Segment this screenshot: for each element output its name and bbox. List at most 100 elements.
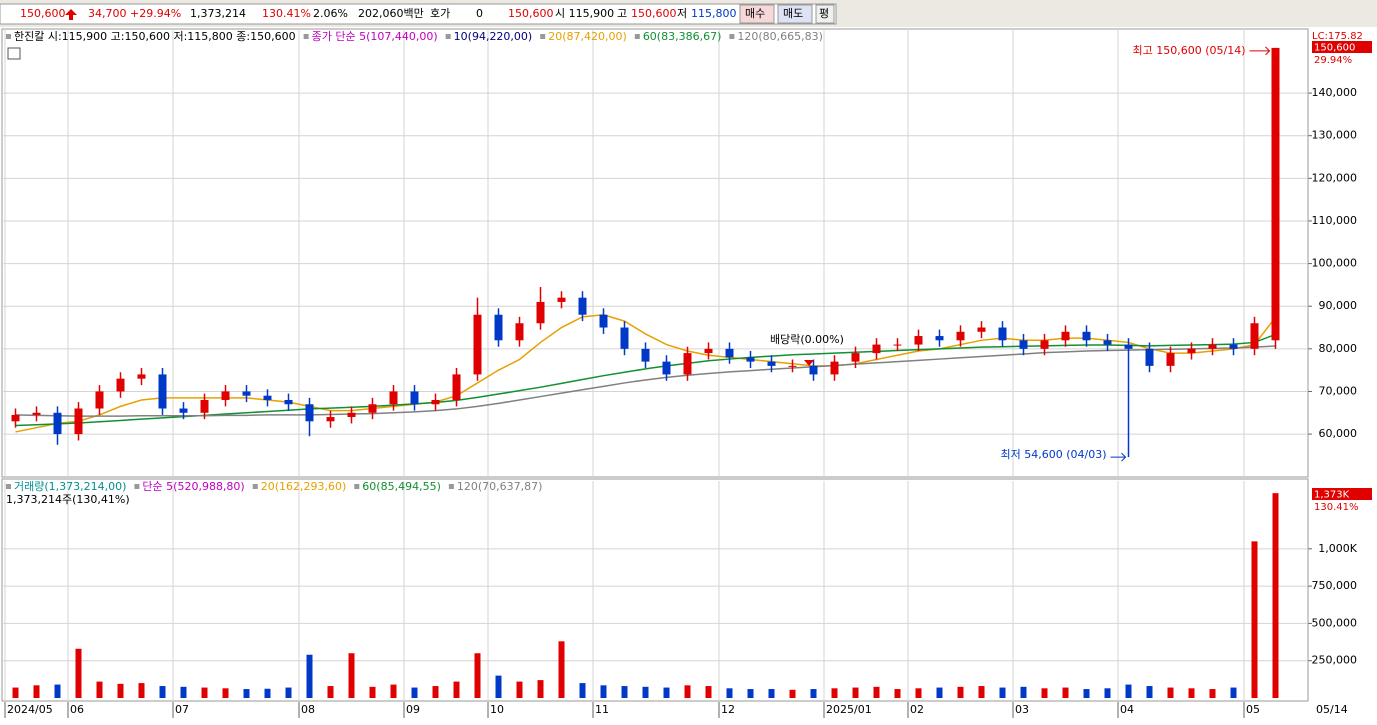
candle-body: [242, 391, 251, 396]
legend-entry: 60(85,494,55): [362, 480, 441, 493]
candle-body: [914, 336, 923, 345]
volume-bar: [999, 687, 1006, 698]
volume-bar: [348, 653, 355, 698]
x-end-label: 05/14: [1316, 703, 1348, 716]
candle-body: [389, 391, 398, 405]
candle-body: [1187, 348, 1196, 354]
volume-bar: [747, 689, 754, 698]
last-change: 29.94%: [1314, 55, 1352, 66]
volume-bar: [936, 687, 943, 698]
calc-icon[interactable]: [7, 47, 21, 60]
x-tick-label: 10: [490, 703, 504, 716]
high-annotation: 최고 150,600 (05/14): [1132, 44, 1245, 57]
volume-bar: [1167, 687, 1174, 698]
legend-entry: 종가 단순 5(107,440,00): [312, 30, 438, 43]
candle-body: [368, 404, 377, 413]
candle-body: [1040, 340, 1049, 349]
last-price-box: [1312, 41, 1372, 53]
candle-body: [1145, 348, 1154, 366]
x-tick-label: 06: [70, 703, 84, 716]
volume-bar: [1020, 686, 1027, 698]
volume-bar: [1230, 687, 1237, 698]
y-tick-label: 750,000: [1312, 579, 1358, 592]
volume-bar: [1125, 684, 1132, 698]
volume-bar: [12, 687, 19, 698]
quote-box: [0, 3, 837, 25]
y-tick-label: 140,000: [1312, 86, 1358, 99]
legend-entry: 한진칼 시:115,900 고:150,600 저:115,800 종:150,…: [14, 30, 296, 43]
x-tick-label: 05: [1246, 703, 1260, 716]
volume-bar: [1041, 688, 1048, 698]
candle-body: [1208, 344, 1217, 349]
x-tick-label: 08: [301, 703, 315, 716]
y-tick-label: 130,000: [1312, 129, 1358, 142]
volume-bar: [894, 689, 901, 698]
legend-entry: 120(70,637,87): [457, 480, 543, 493]
candle-body: [74, 408, 83, 435]
legend-entry: 20(162,293,60): [261, 480, 347, 493]
volume-bar: [243, 689, 250, 698]
volume-bar: [789, 689, 796, 698]
candle-body: [32, 412, 41, 415]
y-tick-label: 250,000: [1312, 654, 1358, 667]
volume-bar: [1272, 493, 1279, 698]
candle-body: [893, 344, 902, 346]
last-volume-change: 130.41%: [1314, 502, 1359, 513]
price-panel: [1, 28, 1309, 478]
last-volume-box: [1312, 488, 1372, 500]
dividend-annotation: 배당락(0.00%): [770, 333, 844, 346]
sell-label[interactable]: 매도: [783, 7, 803, 20]
volume-bar: [1188, 688, 1195, 698]
candle-body: [1250, 323, 1259, 349]
candle-body: [1082, 331, 1091, 341]
buy-button[interactable]: [739, 4, 775, 24]
x-tick-label: 2024/05: [7, 703, 53, 716]
last-price: 150,600: [1314, 43, 1355, 54]
candle-body: [767, 361, 776, 366]
volume-bar: [1251, 541, 1258, 698]
legend-swatch: [540, 34, 546, 39]
candle-body: [599, 314, 608, 328]
volume-bar: [432, 686, 439, 698]
volume-bar: [201, 687, 208, 698]
candle-body: [452, 374, 461, 400]
legend-entry: 단순 5(520,988,80): [142, 480, 244, 493]
candle-body: [263, 395, 272, 400]
high-arrow: [1249, 46, 1271, 56]
legend-swatch: [252, 484, 258, 489]
volume-bar: [306, 654, 313, 698]
high-label: 고: [617, 7, 627, 20]
candle-body: [1103, 340, 1112, 345]
low-arrow: [1110, 452, 1127, 462]
avg-label[interactable]: 평: [819, 7, 829, 20]
legend-entry: 120(80,665,83): [737, 30, 823, 43]
legend-swatch: [448, 484, 454, 489]
y-tick-label: 90,000: [1319, 299, 1358, 312]
buy-label[interactable]: 매수: [745, 7, 765, 20]
volume-bar: [600, 685, 607, 698]
candle-body: [1166, 353, 1175, 366]
candle-body: [95, 391, 104, 409]
legend-entry: 20(87,420,00): [548, 30, 627, 43]
y-tick-label: 80,000: [1319, 342, 1358, 355]
x-tick-label: 09: [406, 703, 420, 716]
volume-bar: [159, 686, 166, 698]
volume-bar: [579, 683, 586, 698]
avg-button[interactable]: [815, 4, 835, 24]
axis-top-label: LC:175.82: [1312, 31, 1363, 42]
volume-bar: [831, 688, 838, 698]
volume-bar: [1083, 689, 1090, 698]
x-tick-label: 12: [721, 703, 735, 716]
sell-button[interactable]: [777, 4, 813, 24]
volume-panel: [1, 478, 1309, 702]
last-volume: 1,373K: [1314, 490, 1350, 501]
candle-body: [1124, 344, 1133, 349]
candle-body: [11, 414, 20, 422]
candle-body: [998, 327, 1007, 341]
candle-body: [473, 314, 482, 375]
legend-swatch: [729, 34, 735, 39]
candle-body: [641, 348, 650, 362]
volume-bar: [138, 683, 145, 698]
volume-bar: [327, 686, 334, 698]
